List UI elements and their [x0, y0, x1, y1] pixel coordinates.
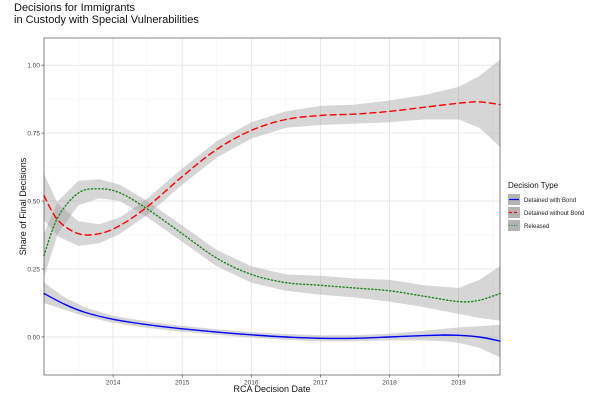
legend-label: Detained with Bond — [524, 198, 576, 204]
plot-area — [44, 38, 500, 375]
gridlines — [44, 38, 500, 375]
y-tick-label: 0.50 — [27, 198, 40, 205]
x-tick-label: 2017 — [313, 380, 328, 387]
confidence-band — [44, 282, 500, 358]
y-tick-label: 0.00 — [27, 334, 40, 341]
chart-title-line-2: in Custody with Special Vulnerabilities — [14, 14, 199, 26]
series-line — [43, 188, 501, 303]
plot-frame — [43, 37, 501, 376]
x-tick-label: 2019 — [451, 380, 466, 387]
confidence-band — [44, 59, 500, 246]
chart-title-line-1: Decisions for Immigrants — [14, 2, 136, 14]
x-tick-label: 2014 — [106, 380, 121, 387]
legend: Decision Type Detained with Bond Detained… — [508, 181, 584, 231]
x-tick-label: 2018 — [382, 380, 397, 387]
confidence-bands — [44, 59, 500, 358]
series-line — [43, 292, 501, 342]
y-axis: 0.00 0.25 0.50 0.75 1.00 — [27, 62, 44, 341]
x-axis: 2014 2015 2016 2017 2018 2019 — [106, 375, 466, 387]
plot-background — [44, 38, 500, 375]
plot-border — [43, 37, 501, 376]
y-tick-label: 1.00 — [27, 62, 40, 69]
x-tick-label: 2015 — [175, 380, 190, 387]
x-tick-label: 2016 — [244, 380, 259, 387]
y-tick-label: 0.25 — [27, 266, 40, 273]
x-axis-label: RCA Decision Date — [233, 384, 310, 394]
y-tick-label: 0.75 — [27, 130, 40, 137]
series-line — [43, 101, 501, 236]
legend-label: Detained without Bond — [524, 211, 584, 217]
series-lines — [43, 101, 501, 342]
legend-title: Decision Type — [508, 181, 559, 190]
confidence-band — [44, 179, 500, 321]
y-axis-label: Share of Final Decisions — [18, 157, 28, 255]
legend-label: Released — [524, 224, 549, 230]
